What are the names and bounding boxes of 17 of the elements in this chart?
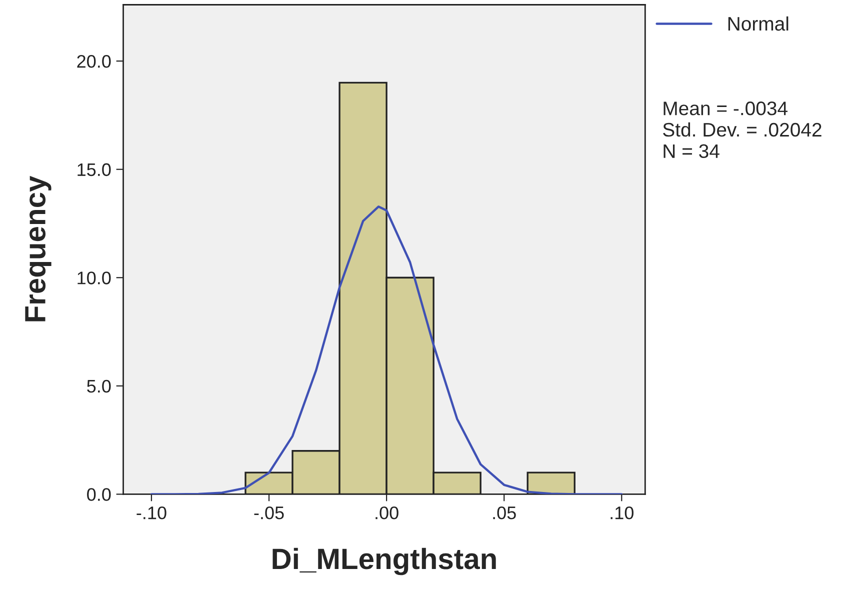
y-tick-label: 0.0	[87, 488, 111, 501]
text: Std. Dev. = .02042	[663, 122, 822, 137]
y-tick-label: 5.0	[87, 380, 111, 393]
x-axis-title: Di_MLengthstan	[272, 548, 496, 576]
x-tick-label: .10	[610, 506, 634, 520]
legend-label: Normal	[728, 16, 788, 31]
x-tick-label: -.05	[254, 506, 284, 520]
x-tick-label: .05	[493, 506, 516, 520]
x-tick-label: -.10	[136, 506, 166, 520]
y-tick-label: 15.0	[78, 163, 111, 176]
x-tick-label: .00	[376, 506, 398, 520]
y-axis-title: Frequency	[25, 176, 52, 322]
text: Mean = -.0034	[664, 101, 788, 116]
y-tick-label: 20.0	[77, 54, 111, 68]
text: N = 34	[664, 144, 720, 158]
line-series	[150, 205, 623, 494]
y-tick-label: 10.0	[78, 272, 111, 284]
